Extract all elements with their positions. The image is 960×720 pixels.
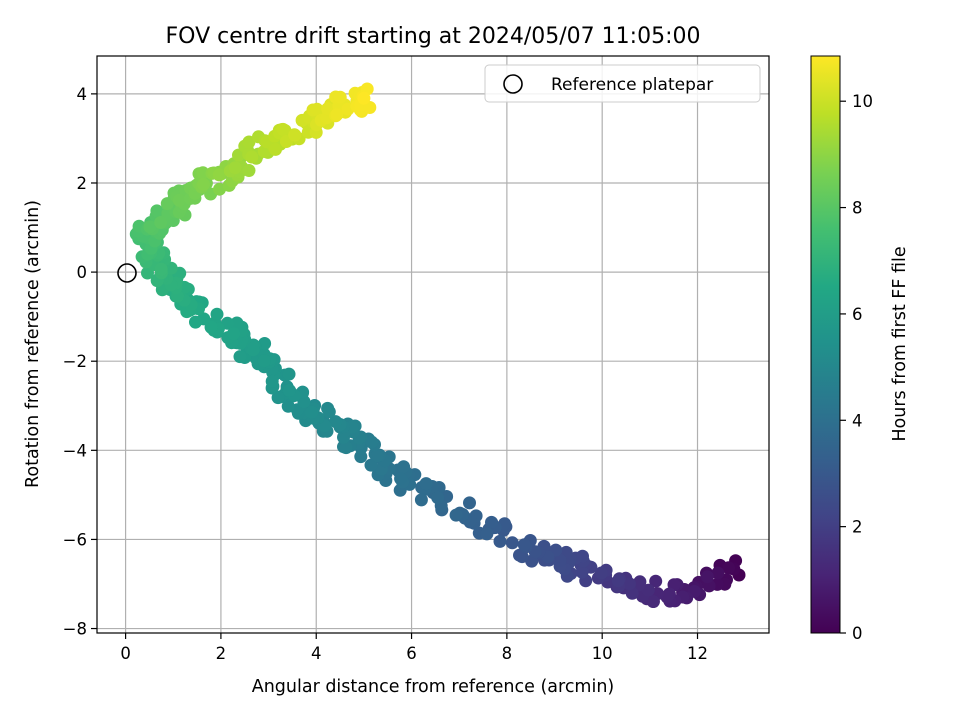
y-tick-label: −6: [63, 530, 87, 549]
scatter-point: [330, 108, 344, 122]
scatter-point: [269, 142, 282, 156]
scatter-point: [172, 193, 186, 207]
scatter-point: [414, 493, 428, 507]
scatter-point: [228, 161, 242, 175]
scatter-point: [339, 441, 353, 455]
scatter-point: [210, 307, 224, 321]
scatter-point: [505, 536, 519, 550]
scatter-point: [553, 553, 567, 567]
scatter-point: [310, 102, 324, 116]
colorbar-tick-label: 0: [852, 624, 863, 643]
scatter-point: [242, 164, 256, 177]
scatter-point: [365, 435, 379, 449]
scatter-point: [245, 150, 259, 164]
scatter-point: [594, 566, 608, 580]
scatter-point: [233, 350, 247, 364]
scatter-point: [150, 204, 164, 218]
y-tick-label: 4: [77, 85, 88, 104]
legend: Reference platepar: [484, 64, 761, 103]
scatter-point: [623, 577, 636, 591]
scatter-point: [419, 477, 433, 491]
x-tick-label: 2: [216, 644, 227, 663]
scatter-point: [257, 354, 271, 368]
scatter-point: [230, 316, 244, 330]
scatter-point: [160, 197, 174, 211]
scatter-point: [493, 534, 507, 548]
scatter-point: [517, 538, 531, 552]
scatter-point: [431, 491, 445, 505]
x-tick-label: 6: [406, 644, 417, 663]
x-tick-label: 12: [687, 644, 708, 663]
scatter-point: [611, 574, 625, 588]
scatter-point: [329, 415, 343, 429]
scatter-point: [265, 374, 279, 388]
colorbar-tick-label: 2: [852, 518, 863, 537]
y-tick-label: 0: [77, 263, 88, 282]
x-axis-label: Angular distance from reference (arcmin): [252, 677, 615, 697]
scatter-point: [242, 135, 256, 149]
colorbar-tick-label: 6: [852, 305, 863, 324]
scatter-point: [333, 90, 347, 104]
reference-platepar-marker: [117, 263, 137, 283]
scatter-point: [154, 216, 168, 229]
scatter-point: [276, 122, 290, 136]
scatter-point: [305, 405, 319, 419]
scatter-point: [646, 595, 660, 608]
legend-label: Reference platepar: [551, 75, 713, 95]
scatter-point: [281, 399, 295, 413]
colorbar: [810, 55, 841, 634]
x-tick-label: 4: [311, 644, 322, 663]
scatter-point: [649, 574, 663, 588]
colorbar-label: Hours from first FF file: [890, 246, 910, 441]
scatter-point: [282, 383, 296, 397]
scatter-point: [197, 177, 210, 191]
plot-frame: [96, 55, 770, 634]
colorbar-tick-label: 10: [852, 92, 873, 111]
scatter-point: [271, 391, 285, 405]
scatter-point: [212, 168, 226, 182]
scatter-point: [394, 472, 408, 486]
y-axis-ticks: −8 −6 −4 −2 0 2 4: [63, 85, 97, 639]
scatter-point: [711, 566, 725, 580]
scatter-point: [480, 527, 494, 541]
scatter-point: [288, 128, 302, 142]
scatter-point: [463, 496, 476, 510]
x-axis-ticks: 0 2 4 6 8 10 12: [120, 633, 708, 663]
x-tick-label: 8: [502, 644, 513, 663]
scatter-point: [370, 449, 384, 463]
grid-lines: [97, 56, 769, 633]
scatter-point: [143, 220, 157, 234]
colorbar-tick-label: 4: [852, 411, 863, 430]
y-tick-label: 2: [77, 174, 88, 193]
legend-box: [484, 64, 761, 103]
scatter-point: [363, 101, 377, 114]
y-tick-label: −4: [63, 441, 87, 460]
scatter-point: [154, 262, 168, 276]
colorbar-tick-label: 8: [852, 199, 863, 218]
scatter-point: [322, 405, 336, 419]
scatter-point: [722, 561, 736, 575]
scatter-point: [449, 508, 463, 522]
scatter-point: [397, 460, 411, 474]
legend-marker-icon: [503, 74, 523, 94]
scatter-point: [189, 315, 202, 329]
scatter-point: [364, 458, 378, 472]
scatter-point: [227, 327, 240, 341]
chart-title: FOV centre drift starting at 2024/05/07 …: [166, 24, 701, 49]
scatter-points: [129, 82, 746, 608]
scatter-point: [282, 367, 296, 381]
y-tick-label: −8: [63, 620, 87, 639]
scatter-point: [357, 91, 371, 105]
scatter-point: [485, 515, 498, 529]
x-tick-label: 0: [120, 644, 131, 663]
scatter-point: [700, 570, 714, 584]
colorbar-ticks: 0 2 4 6 8 10: [840, 92, 873, 643]
x-tick-label: 10: [592, 644, 613, 663]
scatter-point: [575, 565, 589, 579]
y-tick-label: −2: [63, 352, 87, 371]
y-axis-label: Rotation from reference (arcmin): [23, 200, 43, 488]
